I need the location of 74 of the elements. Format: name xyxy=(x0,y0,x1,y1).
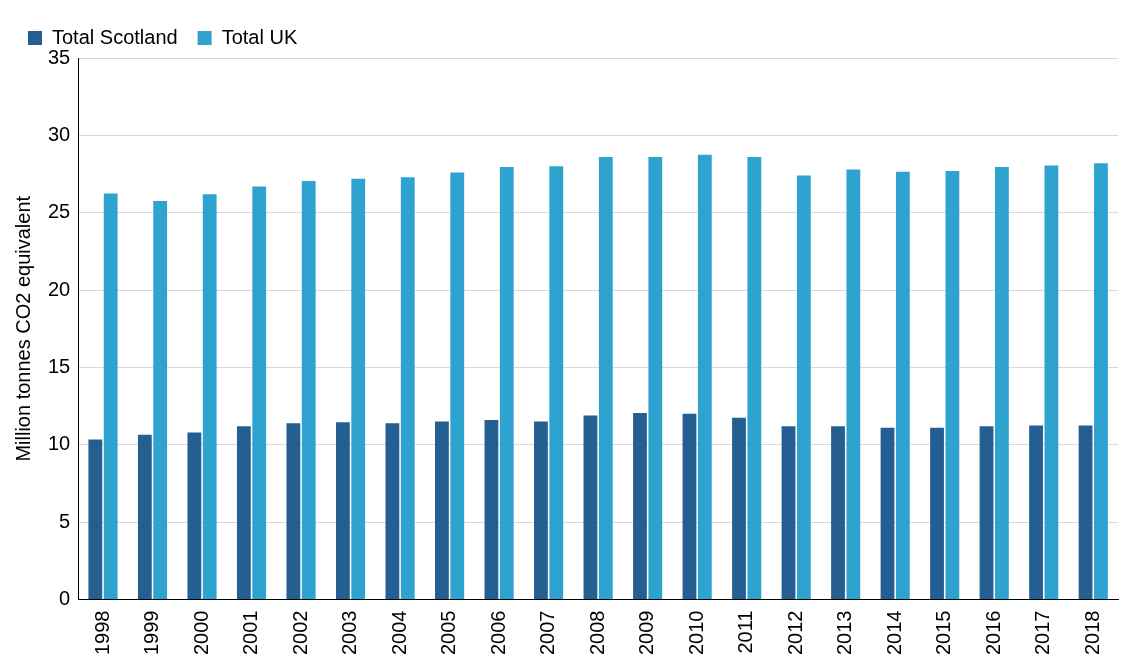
y-tick-label: 25 xyxy=(48,200,71,223)
bar xyxy=(153,201,168,600)
bar xyxy=(979,426,994,600)
bar xyxy=(697,154,712,600)
bar xyxy=(994,167,1009,600)
x-tick-label: 2007 xyxy=(536,610,559,656)
x-tick-label: 2018 xyxy=(1080,610,1103,656)
bar xyxy=(236,426,251,600)
x-tick-label: 2010 xyxy=(684,610,707,656)
bar xyxy=(796,175,811,600)
bar xyxy=(450,172,465,600)
bar xyxy=(385,423,400,600)
x-tick-label: 2016 xyxy=(981,610,1004,656)
bar xyxy=(499,167,514,600)
bar xyxy=(633,413,647,600)
bar xyxy=(945,170,960,600)
x-tick-label: 2008 xyxy=(585,610,608,656)
bar xyxy=(435,421,449,600)
bar xyxy=(648,157,663,600)
bar xyxy=(137,434,152,600)
bar xyxy=(598,157,613,600)
x-tick-label: 2017 xyxy=(1031,610,1054,656)
bar xyxy=(103,193,118,600)
bar xyxy=(781,426,796,600)
bar xyxy=(583,415,598,600)
bar xyxy=(335,422,350,600)
x-tick-label: 1998 xyxy=(90,610,113,656)
y-tick-label: 0 xyxy=(59,587,71,610)
bar xyxy=(880,427,895,600)
x-tick-label: 2012 xyxy=(783,610,806,656)
y-tick-label: 10 xyxy=(48,432,71,455)
bar xyxy=(1078,425,1093,600)
bar xyxy=(351,178,366,600)
x-tick-label: 2011 xyxy=(734,610,757,654)
y-tick-label: 30 xyxy=(48,122,71,145)
bar xyxy=(252,186,267,600)
y-tick-label: 20 xyxy=(48,277,71,300)
y-tick-label: 5 xyxy=(59,509,71,532)
x-tick-label: 2001 xyxy=(239,610,262,656)
bar xyxy=(286,423,301,600)
bar xyxy=(831,426,845,600)
x-tick-label: 1999 xyxy=(140,610,163,656)
y-tick-label: 15 xyxy=(48,354,71,377)
bar xyxy=(732,417,746,600)
bar xyxy=(1094,163,1108,600)
bar xyxy=(202,194,217,600)
bar xyxy=(930,427,944,600)
legend-label: Total Scotland xyxy=(52,25,178,48)
bar xyxy=(747,157,762,600)
y-axis-title: Million tonnes CO2 equivalent xyxy=(11,195,34,462)
x-tick-label: 2005 xyxy=(437,610,460,656)
bar xyxy=(682,413,697,600)
x-tick-label: 2006 xyxy=(486,610,509,656)
bar xyxy=(484,420,499,600)
bar xyxy=(88,439,103,600)
x-tick-label: 2013 xyxy=(833,610,856,656)
bar xyxy=(400,177,415,600)
bar xyxy=(895,171,910,600)
x-tick-label: 2003 xyxy=(338,610,361,656)
bar xyxy=(549,166,564,600)
bar xyxy=(187,432,202,600)
x-tick-label: 2002 xyxy=(288,610,311,656)
x-tick-label: 2009 xyxy=(635,610,658,656)
bar xyxy=(1029,425,1043,600)
bar xyxy=(1044,165,1059,600)
x-tick-label: 2015 xyxy=(932,610,955,656)
x-tick-label: 2014 xyxy=(882,610,905,656)
x-tick-label: 2000 xyxy=(189,610,212,656)
x-tick-label: 2004 xyxy=(387,610,410,656)
legend-label: Total UK xyxy=(221,25,298,48)
y-tick-label: 35 xyxy=(48,45,71,68)
bar xyxy=(534,421,548,600)
bar xyxy=(846,169,861,600)
bar xyxy=(301,181,316,600)
